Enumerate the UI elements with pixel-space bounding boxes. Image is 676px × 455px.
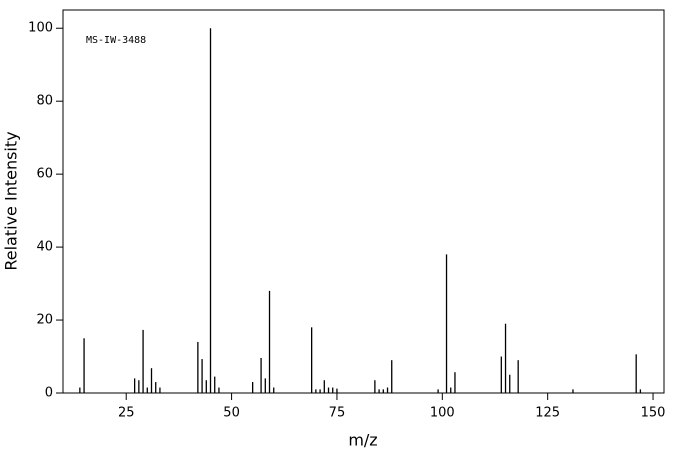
x-tick-label: 50 xyxy=(223,406,240,421)
y-tick-label: 100 xyxy=(28,21,53,36)
y-tick-label: 40 xyxy=(36,240,53,255)
y-axis-label: Relative Intensity xyxy=(2,131,21,270)
y-tick-label: 80 xyxy=(36,94,53,109)
x-tick-label: 75 xyxy=(329,406,346,421)
x-axis-label: m/z xyxy=(348,431,377,450)
x-tick-label: 100 xyxy=(430,406,455,421)
y-tick-label: 60 xyxy=(36,167,53,182)
x-tick-label: 150 xyxy=(641,406,666,421)
y-tick-label: 20 xyxy=(36,313,53,328)
y-tick-label: 0 xyxy=(45,386,53,401)
x-tick-label: 25 xyxy=(118,406,135,421)
x-tick-label: 125 xyxy=(535,406,560,421)
plot-frame xyxy=(62,9,665,394)
annotation: MS-IW-3488 xyxy=(86,35,146,46)
